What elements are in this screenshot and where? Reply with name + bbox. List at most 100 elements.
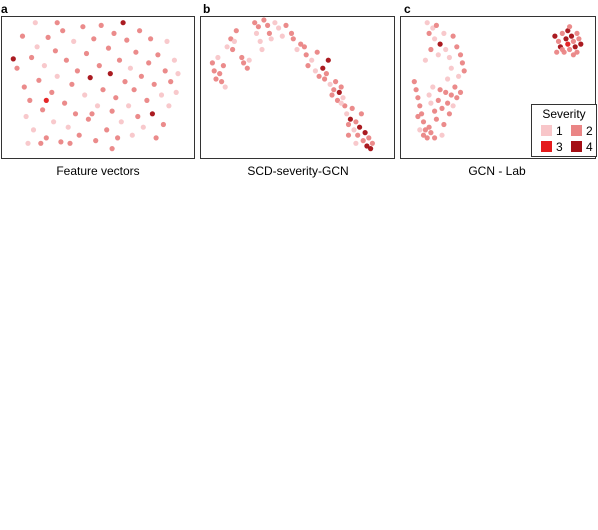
point-b-12-severity-2 <box>233 28 239 34</box>
point-c-29-severity-1 <box>428 100 434 106</box>
point-a-6-severity-2 <box>27 97 33 103</box>
point-b-69-severity-2 <box>301 44 307 50</box>
point-b-45-severity-2 <box>338 84 344 90</box>
point-a-23-severity-2 <box>63 57 69 63</box>
point-a-2-severity-2 <box>19 33 26 39</box>
point-a-36-severity-2 <box>93 138 99 144</box>
point-c-15-severity-2 <box>459 60 465 66</box>
point-a-12-severity-2 <box>40 107 46 113</box>
point-c-36-severity-2 <box>441 121 447 128</box>
point-a-19-severity-1 <box>54 73 60 79</box>
legend-title: Severity <box>542 107 585 121</box>
point-b-66-severity-1 <box>353 140 359 146</box>
point-b-62-severity-2 <box>369 140 375 146</box>
point-c-49-severity-1 <box>439 132 445 138</box>
point-c-44-severity-2 <box>457 89 464 95</box>
point-a-29-severity-2 <box>76 132 82 138</box>
point-b-61-severity-4 <box>368 146 374 152</box>
point-b-14-severity-2 <box>241 60 247 66</box>
point-a-39-severity-2 <box>98 22 104 28</box>
point-b-10-severity-2 <box>230 46 236 53</box>
point-c-17-severity-1 <box>456 73 462 79</box>
point-b-31-severity-2 <box>303 52 309 58</box>
panel-a-caption: Feature vectors <box>56 164 139 178</box>
legend-label-4: 4 <box>586 140 593 154</box>
point-c-43-severity-2 <box>454 95 460 101</box>
point-b-8-severity-1 <box>224 44 230 50</box>
point-a-9-severity-1 <box>32 20 38 26</box>
point-a-38-severity-2 <box>96 63 102 69</box>
panel-b-letter: b <box>203 2 210 16</box>
point-b-26-severity-2 <box>283 22 289 28</box>
point-a-17-severity-1 <box>51 119 57 125</box>
point-b-68-severity-1 <box>279 33 285 39</box>
point-a-5-severity-1 <box>25 140 31 146</box>
point-a-80-severity-2 <box>67 140 73 146</box>
point-a-58-severity-2 <box>135 113 141 120</box>
legend-label-2: 2 <box>586 124 593 138</box>
point-c-38-severity-2 <box>445 100 451 106</box>
point-c-35-severity-2 <box>439 105 445 111</box>
point-c-51-severity-2 <box>415 113 421 120</box>
point-b-34-severity-1 <box>312 68 318 74</box>
point-c-9-severity-1 <box>441 30 447 36</box>
point-c-40-severity-2 <box>448 92 454 98</box>
panel-a-points <box>10 20 181 152</box>
point-a-43-severity-4 <box>107 71 113 77</box>
point-b-1-severity-2 <box>211 68 217 74</box>
point-c-42-severity-2 <box>452 84 458 90</box>
point-a-76-severity-1 <box>173 89 179 95</box>
point-b-37-severity-2 <box>322 76 328 82</box>
point-a-82-severity-2 <box>38 140 44 146</box>
point-a-46-severity-2 <box>113 95 119 101</box>
panel-c-points <box>411 20 584 141</box>
point-c-6-severity-2 <box>428 46 434 53</box>
point-c-19-severity-1 <box>445 76 451 82</box>
point-a-15-severity-2 <box>45 34 51 41</box>
point-c-14-severity-2 <box>457 52 464 58</box>
point-c-11-severity-1 <box>446 54 452 61</box>
point-b-40-severity-2 <box>329 92 335 98</box>
point-a-34-severity-4 <box>87 75 93 81</box>
point-c-33-severity-2 <box>435 97 441 103</box>
point-a-56-severity-2 <box>131 87 137 93</box>
point-a-41-severity-2 <box>104 127 110 133</box>
point-a-45-severity-2 <box>111 30 117 36</box>
point-a-28-severity-2 <box>74 68 80 74</box>
point-b-64-severity-2 <box>314 49 320 55</box>
point-c-22-severity-2 <box>415 95 421 101</box>
point-c-8-severity-1 <box>422 57 428 63</box>
point-b-3-severity-1 <box>215 54 221 61</box>
point-c-32-severity-2 <box>433 116 439 122</box>
point-a-73-severity-1 <box>166 103 172 109</box>
point-b-65-severity-1 <box>338 100 344 106</box>
point-a-48-severity-2 <box>116 57 123 63</box>
point-b-18-severity-2 <box>255 24 261 30</box>
point-a-47-severity-2 <box>115 135 121 141</box>
point-b-60-severity-2 <box>366 135 372 141</box>
point-c-60-severity-4 <box>568 33 575 39</box>
point-a-55-severity-1 <box>129 132 135 138</box>
point-c-71-severity-2 <box>567 24 573 30</box>
point-c-67-severity-2 <box>570 52 577 58</box>
point-c-62-severity-4 <box>572 44 578 50</box>
point-c-45-severity-2 <box>420 132 427 138</box>
point-a-75-severity-1 <box>171 57 177 63</box>
point-c-30-severity-1 <box>430 84 436 90</box>
point-c-69-severity-2 <box>554 49 560 55</box>
legend-label-1: 1 <box>556 124 563 138</box>
legend: Severity 1 2 3 4 <box>531 104 597 157</box>
point-a-50-severity-4 <box>120 20 126 26</box>
point-b-29-severity-1 <box>294 46 300 53</box>
legend-swatch-2 <box>571 125 582 136</box>
point-c-53-severity-2 <box>555 38 562 45</box>
panel-c-caption: GCN - Lab <box>468 164 526 178</box>
point-b-55-severity-4 <box>357 124 363 130</box>
point-b-67-severity-2 <box>345 132 352 138</box>
point-c-58-severity-3 <box>565 41 571 47</box>
point-a-32-severity-2 <box>83 50 90 57</box>
point-c-61-severity-2 <box>570 38 577 45</box>
point-b-42-severity-2 <box>333 79 339 85</box>
point-c-2-severity-2 <box>426 30 432 36</box>
point-b-58-severity-4 <box>362 130 368 136</box>
